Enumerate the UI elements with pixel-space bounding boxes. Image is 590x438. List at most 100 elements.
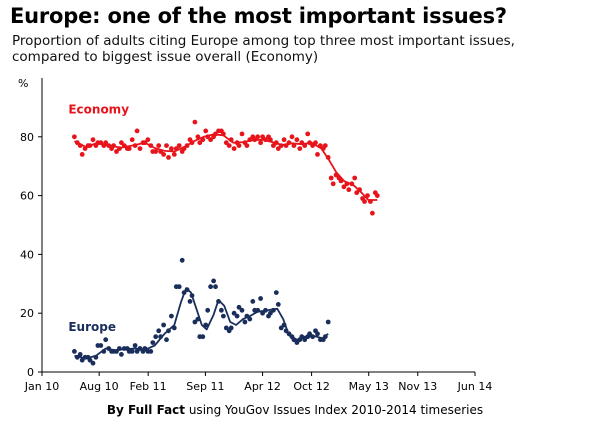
- economy-data-point: [145, 137, 151, 143]
- economy-data-point: [98, 140, 104, 146]
- europe-data-point: [156, 328, 162, 334]
- economy-data-point: [344, 181, 350, 187]
- europe-data-point: [278, 325, 284, 331]
- economy-data-point: [134, 128, 140, 134]
- europe-data-point: [181, 290, 187, 295]
- economy-data-point: [126, 146, 132, 152]
- europe-data-point: [283, 328, 289, 334]
- economy-data-point: [281, 137, 287, 143]
- economy-data-point: [223, 140, 229, 146]
- europe-data-point: [161, 322, 167, 328]
- economy-data-point: [268, 137, 273, 143]
- europe-data-point: [239, 307, 245, 313]
- source-text: using YouGov Issues Index 2010-2014 time…: [185, 403, 484, 417]
- economy-data-point: [313, 140, 318, 146]
- economy-data-point: [181, 146, 187, 152]
- economy-data-point: [137, 146, 143, 152]
- europe-data-point: [294, 340, 300, 345]
- economy-data-point: [252, 137, 258, 143]
- europe-data-point: [205, 307, 211, 313]
- x-tick-label: Aug 10: [80, 380, 119, 393]
- economy-data-point: [192, 119, 198, 125]
- economy-data-point: [77, 143, 83, 149]
- europe-data-point: [87, 357, 93, 363]
- europe-data-point: [195, 316, 201, 322]
- economy-data-point: [195, 134, 201, 140]
- europe-data-point: [315, 331, 320, 337]
- x-tick-label: Feb 11: [130, 380, 167, 393]
- source-footer: By Full Fact using YouGov Issues Index 2…: [0, 403, 590, 417]
- x-tick-label: Nov 13: [398, 380, 437, 393]
- economy-data-point: [189, 140, 195, 146]
- economy-data-point: [176, 143, 182, 149]
- economy-data-point: [171, 152, 177, 157]
- economy-data-point: [90, 137, 96, 143]
- europe-data-point: [106, 346, 112, 351]
- europe-data-point: [187, 299, 193, 304]
- europe-data-point: [119, 352, 124, 357]
- y-tick-label: 60: [20, 190, 34, 203]
- economy-data-point: [278, 143, 284, 149]
- europe-data-point: [129, 349, 135, 354]
- chart-subtitle: Proportion of adults citing Europe among…: [12, 33, 515, 65]
- economy-series-label: Economy: [68, 102, 129, 116]
- economy-data-point: [286, 140, 292, 146]
- europe-series-label: Europe: [68, 320, 116, 334]
- europe-data-point: [77, 352, 83, 357]
- chart-title: Europe: one of the most important issues…: [10, 4, 507, 28]
- data-points: [72, 119, 380, 366]
- y-tick-label: 80: [20, 131, 34, 144]
- europe-data-point: [93, 354, 99, 360]
- europe-data-point: [189, 293, 195, 298]
- economy-data-point: [333, 172, 339, 178]
- europe-data-point: [228, 325, 234, 331]
- europe-data-point: [166, 328, 171, 334]
- economy-data-point: [121, 143, 127, 149]
- europe-data-point: [200, 334, 206, 340]
- economy-data-point: [106, 143, 112, 149]
- economy-data-point: [247, 137, 253, 143]
- economy-data-point: [291, 143, 297, 149]
- economy-data-point: [297, 146, 303, 152]
- economy-data-point: [302, 143, 308, 149]
- economy-data-point: [221, 131, 226, 137]
- europe-data-point: [271, 307, 276, 313]
- economy-data-point: [231, 146, 237, 152]
- economy-data-point: [236, 143, 242, 149]
- economy-data-point: [111, 143, 116, 149]
- europe-data-point: [291, 337, 297, 343]
- x-tick-label: Sep 11: [186, 380, 224, 393]
- europe-data-point: [250, 299, 256, 304]
- economy-data-point: [87, 143, 93, 149]
- economy-data-point: [255, 134, 261, 140]
- economy-data-point: [325, 155, 331, 160]
- europe-data-point: [275, 302, 281, 307]
- europe-data-point: [150, 340, 156, 345]
- europe-data-point: [192, 319, 198, 325]
- europe-data-point: [221, 313, 226, 319]
- economy-data-point: [305, 131, 311, 137]
- economy-data-point: [119, 140, 124, 146]
- europe-data-point: [302, 337, 308, 343]
- economy-data-point: [197, 140, 203, 146]
- europe-data-point: [148, 349, 154, 354]
- europe-data-point: [268, 310, 273, 316]
- economy-data-point: [318, 143, 323, 149]
- economy-data-point: [354, 190, 360, 196]
- europe-data-point: [134, 349, 140, 354]
- economy-data-point: [148, 143, 154, 149]
- economy-data-point: [117, 146, 122, 152]
- economy-data-point: [132, 143, 138, 149]
- europe-data-point: [236, 304, 242, 310]
- europe-data-point: [231, 310, 237, 316]
- economy-data-point: [208, 137, 214, 143]
- economy-data-point: [79, 152, 85, 157]
- x-tick-label: May 13: [349, 380, 389, 393]
- economy-data-point: [315, 152, 320, 157]
- economy-data-point: [370, 210, 375, 216]
- x-tick-label: Apr 12: [244, 380, 281, 393]
- europe-data-point: [216, 299, 221, 304]
- economy-data-point: [349, 181, 355, 187]
- europe-data-point: [179, 257, 185, 263]
- economy-data-point: [362, 199, 367, 204]
